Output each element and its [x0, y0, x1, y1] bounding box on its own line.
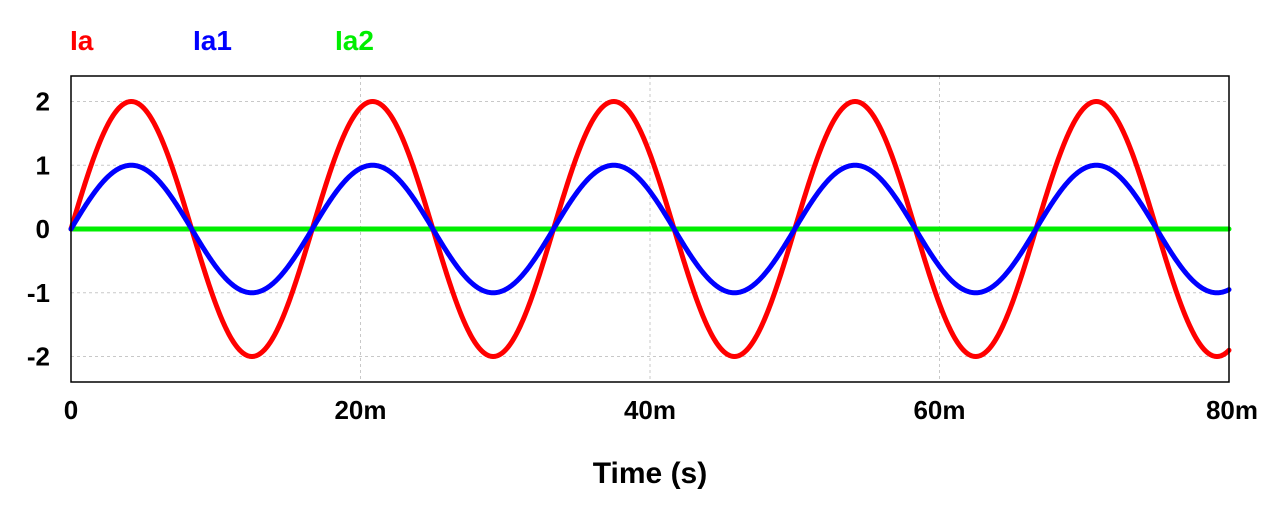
y-tick-label-4: -2	[27, 342, 50, 372]
x-tick-label-4: 80m	[1206, 395, 1258, 425]
y-tick-label-2: 0	[36, 214, 50, 244]
y-axis-ticks: 2 1 0 -1 -2	[27, 87, 50, 372]
series-line-ia1	[68, 162, 1232, 296]
y-tick-label-0: 2	[36, 87, 50, 117]
plot-series	[68, 99, 1232, 359]
x-tick-label-1: 20m	[334, 395, 386, 425]
x-axis-title: Time (s)	[593, 457, 707, 490]
legend-entry-ia1: Ia1	[193, 25, 232, 56]
plot-frame	[70, 75, 1230, 383]
x-tick-label-2: 40m	[624, 395, 676, 425]
y-tick-label-3: -1	[27, 278, 50, 308]
x-axis-ticks: 0 20m 40m 60m 80m	[64, 395, 1258, 425]
x-tick-label-3: 60m	[913, 395, 965, 425]
legend-entry-ia: Ia	[70, 25, 94, 56]
x-tick-label-0: 0	[64, 395, 78, 425]
legend: Ia Ia1 Ia2	[70, 25, 374, 56]
y-tick-label-1: 1	[36, 150, 50, 180]
legend-entry-ia2: Ia2	[335, 25, 374, 56]
